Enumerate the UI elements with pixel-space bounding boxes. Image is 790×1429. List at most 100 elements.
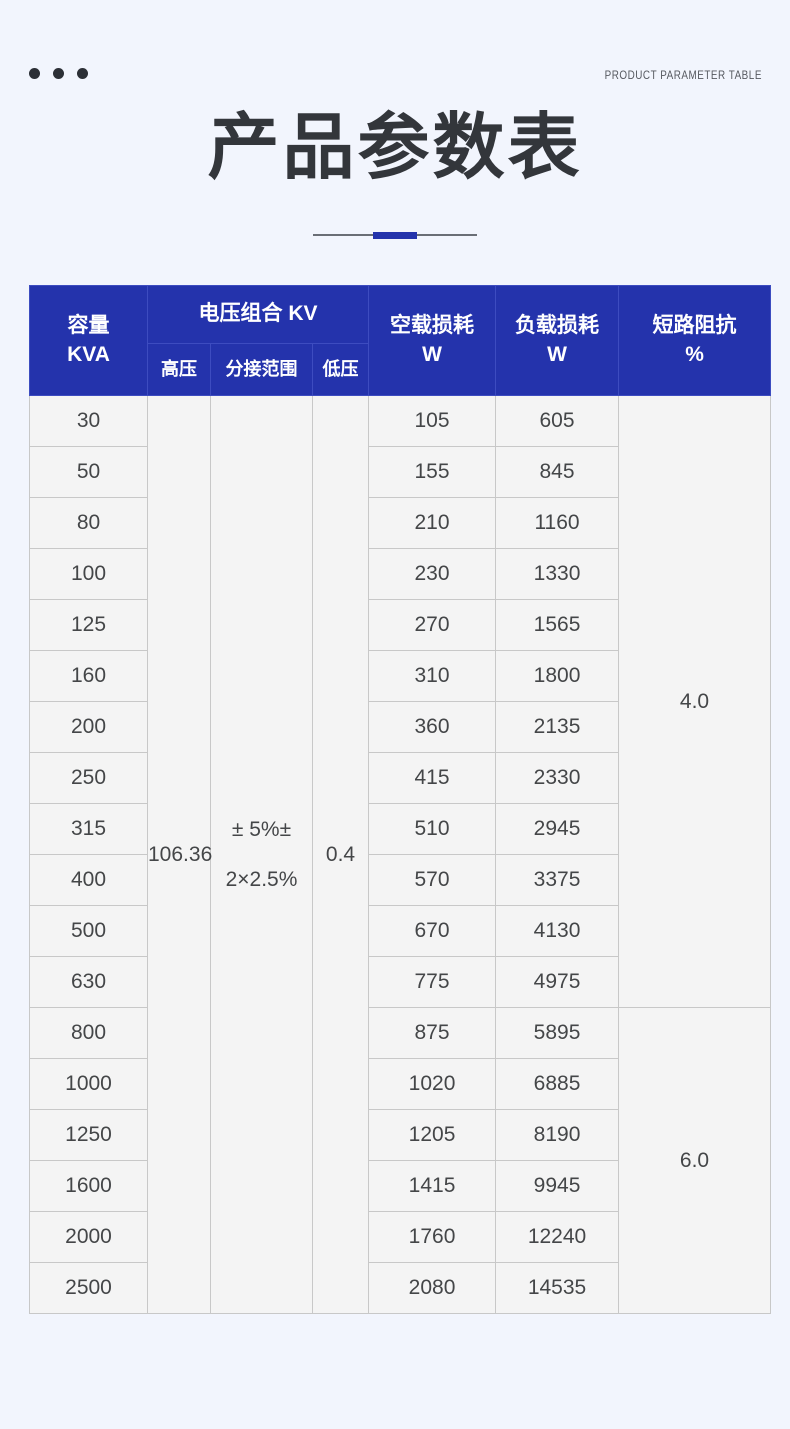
cell-no-load-loss: 1760 <box>368 1211 497 1263</box>
cell-capacity: 400 <box>29 854 148 906</box>
cell-no-load-loss: 875 <box>368 1007 497 1059</box>
col-header-tap-range: 分接范围 <box>210 343 313 396</box>
table-row: 2500 2080 14535 <box>29 1262 771 1314</box>
cell-capacity: 80 <box>29 497 148 549</box>
cell-load-loss: 845 <box>495 446 620 498</box>
cell-load-loss: 2135 <box>495 701 620 753</box>
cell-tap-range: ± 5%± 2×2.5% <box>210 395 313 1314</box>
no-load-loss-label-line1: 空载损耗 <box>390 314 475 338</box>
dot-icon <box>29 68 40 79</box>
high-voltage-value: 6.3 <box>171 842 201 866</box>
cell-load-loss: 4130 <box>495 905 620 957</box>
cell-load-loss: 2330 <box>495 752 620 804</box>
table-head: 容量 KVA 电压组合 KV 空载损耗 W 负载损耗 W 短路阻抗 % 高 <box>29 285 772 396</box>
cell-no-load-loss: 2080 <box>368 1262 497 1314</box>
table-row: 630 775 4975 <box>29 956 771 1008</box>
cell-no-load-loss: 775 <box>368 956 497 1008</box>
cell-no-load-loss: 570 <box>368 854 497 906</box>
table-row: 1600 1415 9945 <box>29 1160 771 1212</box>
col-header-low-voltage: 低压 <box>311 343 370 396</box>
cell-load-loss: 12240 <box>495 1211 620 1263</box>
cell-capacity: 1250 <box>29 1109 148 1161</box>
dot-icon <box>53 68 64 79</box>
page-header: PRODUCT PARAMETER TABLE 产品参数表 <box>0 0 790 285</box>
cell-no-load-loss: 510 <box>368 803 497 855</box>
cell-capacity: 1000 <box>29 1058 148 1110</box>
decorative-dots <box>29 68 88 79</box>
parameter-table-container: 容量 KVA 电压组合 KV 空载损耗 W 负载损耗 W 短路阻抗 % 高 <box>29 285 772 1314</box>
cell-load-loss: 14535 <box>495 1262 620 1314</box>
cell-no-load-loss: 105 <box>368 395 497 447</box>
divider-line-left <box>313 234 373 236</box>
table-row: 500 670 4130 <box>29 905 771 957</box>
cell-capacity: 1600 <box>29 1160 148 1212</box>
cell-capacity: 630 <box>29 956 148 1008</box>
impedance-label-line1: 短路阻抗 <box>652 314 737 338</box>
col-header-voltage-group: 电压组合 KV <box>146 285 370 344</box>
dot-icon <box>77 68 88 79</box>
cell-no-load-loss: 670 <box>368 905 497 957</box>
table-row: 800 875 5895 6.0 <box>29 1007 772 1314</box>
cell-no-load-loss: 1415 <box>368 1160 497 1212</box>
cell-impedance: 4.0 <box>618 395 772 1008</box>
divider-accent-nub <box>373 231 417 239</box>
load-loss-label-line1: 负载损耗 <box>515 314 600 338</box>
cell-capacity: 315 <box>29 803 148 855</box>
col-header-capacity: 容量 KVA <box>29 285 148 396</box>
high-voltage-value: 10 <box>148 842 172 866</box>
col-header-high-voltage: 高压 <box>147 343 211 396</box>
cell-load-loss: 3375 <box>495 854 620 906</box>
col-header-impedance: 短路阻抗 % <box>618 285 772 396</box>
capacity-label-line2: KVA <box>67 342 110 366</box>
cell-no-load-loss: 270 <box>368 599 497 651</box>
cell-no-load-loss: 230 <box>368 548 497 600</box>
cell-capacity: 50 <box>29 446 148 498</box>
table-row: 400 570 3375 <box>29 854 771 906</box>
cell-load-loss: 1160 <box>495 497 620 549</box>
cell-capacity: 30 <box>29 395 148 447</box>
cell-load-loss: 605 <box>495 395 620 447</box>
capacity-label-line1: 容量 <box>67 314 110 338</box>
tap-range-value: ± 2×2.5% <box>225 818 298 891</box>
eyebrow-text: PRODUCT PARAMETER TABLE <box>604 70 762 82</box>
cell-capacity: 160 <box>29 650 148 702</box>
table-row: 50 155 845 <box>29 446 771 498</box>
table-row: 200 360 2135 <box>29 701 771 753</box>
cell-capacity: 2000 <box>29 1211 148 1263</box>
table-row: 1000 1020 6885 <box>29 1058 771 1110</box>
cell-load-loss: 5895 <box>495 1007 620 1059</box>
page-title: 产品参数表 <box>207 108 583 188</box>
table-row: 125 270 1565 <box>29 599 771 651</box>
cell-no-load-loss: 210 <box>368 497 497 549</box>
tap-range-value: ± 5% <box>231 818 280 842</box>
cell-capacity: 125 <box>29 599 148 651</box>
cell-capacity: 100 <box>29 548 148 600</box>
cell-load-loss: 1330 <box>495 548 620 600</box>
cell-capacity: 200 <box>29 701 148 753</box>
table-row: 160 310 1800 <box>29 650 771 702</box>
cell-load-loss: 9945 <box>495 1160 620 1212</box>
cell-load-loss: 8190 <box>495 1109 620 1161</box>
cell-capacity: 250 <box>29 752 148 804</box>
cell-capacity: 800 <box>29 1007 148 1059</box>
cell-no-load-loss: 155 <box>368 446 497 498</box>
cell-high-voltage: 106.36 <box>147 395 212 1314</box>
table-header-row-primary: 容量 KVA 电压组合 KV 空载损耗 W 负载损耗 W 短路阻抗 % <box>29 285 772 396</box>
cell-no-load-loss: 415 <box>368 752 497 804</box>
cell-no-load-loss: 360 <box>368 701 497 753</box>
cell-load-loss: 1565 <box>495 599 620 651</box>
table-header-row-secondary: 高压 分接范围 低压 <box>30 343 771 396</box>
cell-no-load-loss: 1205 <box>368 1109 497 1161</box>
table-body: 30 106.36 ± 5%± 2×2.5% 0.4 105 605 4.0 50 155 845… <box>29 395 772 1314</box>
load-loss-label-line2: W <box>547 342 567 366</box>
cell-load-loss: 1800 <box>495 650 620 702</box>
col-header-no-load-loss: 空载损耗 W <box>368 285 497 396</box>
cell-no-load-loss: 310 <box>368 650 497 702</box>
cell-impedance: 6.0 <box>618 1007 772 1314</box>
impedance-label-line2: % <box>685 342 704 366</box>
cell-low-voltage: 0.4 <box>311 395 370 1314</box>
cell-load-loss: 4975 <box>495 956 620 1008</box>
cell-no-load-loss: 1020 <box>368 1058 497 1110</box>
title-divider <box>0 231 790 239</box>
cell-capacity: 2500 <box>29 1262 148 1314</box>
